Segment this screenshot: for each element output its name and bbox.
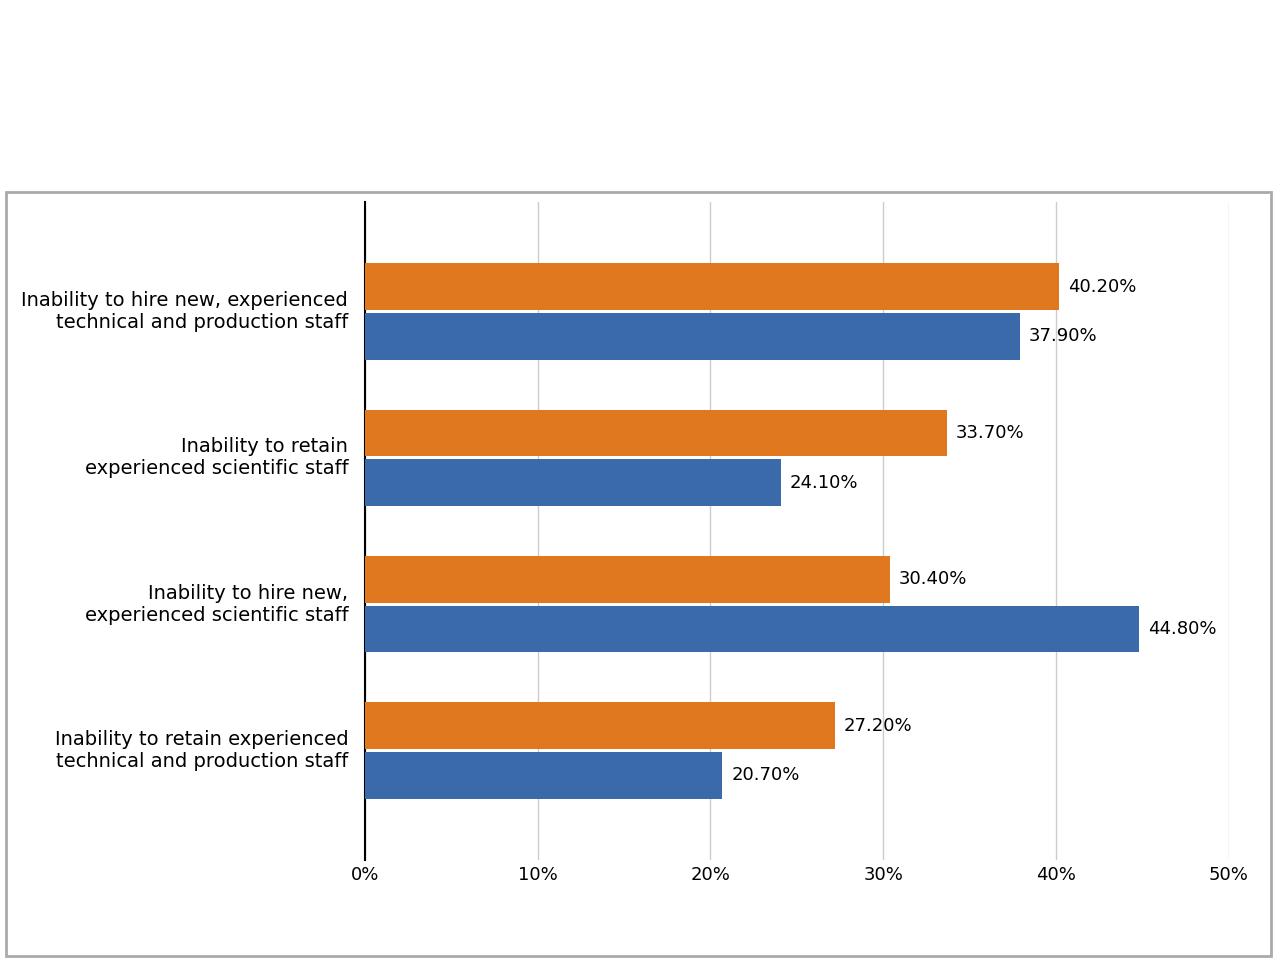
Text: 30.40%: 30.40% (899, 570, 968, 588)
Text: 37.90%: 37.90% (1028, 328, 1097, 345)
Text: 24.10%: 24.10% (790, 474, 859, 492)
Text: 40.20%: 40.20% (1068, 278, 1137, 296)
Text: Figure 2. Selected factors creating future capacity constraints, US vs. Western: Figure 2. Selected factors creating futu… (32, 42, 1117, 70)
Text: 44.80%: 44.80% (1148, 620, 1216, 638)
Bar (365, 752, 722, 799)
Text: 33.70%: 33.70% (956, 424, 1024, 442)
Text: 20.70%: 20.70% (731, 766, 800, 784)
Text: Europe biomanufacturers, 2023.: Europe biomanufacturers, 2023. (32, 127, 481, 155)
Text: Figure 2.: Figure 2. (32, 42, 173, 70)
Bar (365, 555, 890, 603)
Bar (365, 459, 781, 506)
Bar (365, 263, 1060, 310)
Bar (365, 409, 947, 456)
Bar (365, 313, 1020, 359)
Bar (365, 702, 835, 749)
Bar (365, 605, 1139, 653)
Text: 27.20%: 27.20% (844, 717, 913, 734)
